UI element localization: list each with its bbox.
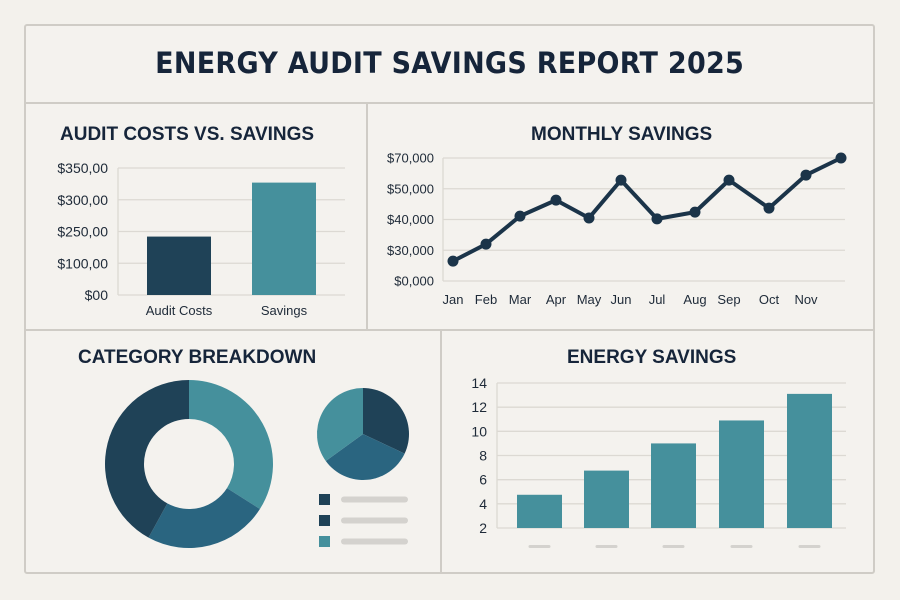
x-tick-label: Savings xyxy=(261,303,308,318)
x-tick-label-placeholder xyxy=(662,545,685,548)
series-line xyxy=(452,156,842,263)
y-tick-label: 10 xyxy=(471,423,487,439)
report-header: ENERGY AUDIT SAVINGS REPORT 2025 xyxy=(24,24,875,104)
data-point xyxy=(583,212,595,224)
data-point xyxy=(447,255,459,267)
legend-label-placeholder xyxy=(341,538,408,545)
bar xyxy=(584,470,629,528)
pie-slice xyxy=(189,380,274,510)
bar xyxy=(252,182,316,295)
x-tick-label: Audit Costs xyxy=(146,303,213,318)
x-tick-label: Jul xyxy=(649,292,666,307)
y-tick-label: 2 xyxy=(479,520,487,536)
category-legend xyxy=(319,494,408,547)
bar xyxy=(517,494,562,528)
bar xyxy=(147,236,211,295)
x-tick-label-placeholder xyxy=(595,545,618,548)
y-tick-label: 6 xyxy=(479,472,487,488)
data-point xyxy=(800,169,812,181)
legend-label-placeholder xyxy=(341,517,408,524)
divider-top-vertical xyxy=(366,104,368,330)
data-point xyxy=(514,210,526,222)
audit-costs-chart: $00 $100,00 $250,00 $300,00 $350,00 Audit Cos… xyxy=(57,160,345,318)
category-donut-chart xyxy=(105,380,274,548)
x-tick-label: Jan xyxy=(443,292,464,307)
report-title: ENERGY AUDIT SAVINGS REPORT 2025 xyxy=(155,46,744,80)
y-tick-label: $00 xyxy=(85,287,109,303)
x-tick-label: Sep xyxy=(717,292,740,307)
pie-slice xyxy=(148,488,260,548)
bar xyxy=(787,393,832,528)
monthly-savings-chart: $0,000 $30,000 $40,000 $50,000 $70,000 Jan Feb… xyxy=(387,151,847,307)
y-tick-label: $100,00 xyxy=(57,255,108,271)
data-point xyxy=(651,213,663,225)
audit-chart-title: AUDIT COSTS VS. SAVINGS xyxy=(60,124,315,145)
data-point xyxy=(689,206,701,218)
pie-slice xyxy=(325,434,405,480)
data-point xyxy=(723,174,735,186)
legend-swatch xyxy=(319,494,330,505)
x-tick-label: Aug xyxy=(683,292,706,307)
data-point xyxy=(480,238,492,250)
y-tick-label: 8 xyxy=(479,448,487,464)
energy-chart-title: ENERGY SAVINGS xyxy=(567,347,737,368)
y-tick-label: $250,00 xyxy=(57,224,108,240)
x-tick-label-placeholder xyxy=(528,545,551,548)
x-tick-label: Nov xyxy=(794,292,818,307)
divider-bottom-vertical xyxy=(440,331,442,574)
y-tick-label: 12 xyxy=(471,399,487,415)
energy-savings-chart: 2 4 6 8 10 12 14 xyxy=(471,375,846,548)
category-pie-chart xyxy=(317,388,409,480)
data-point xyxy=(763,202,775,214)
y-tick-label: $350,00 xyxy=(57,160,108,176)
data-point xyxy=(550,194,562,206)
x-tick-label: Jun xyxy=(611,292,632,307)
x-tick-label-placeholder xyxy=(730,545,753,548)
x-tick-label-placeholder xyxy=(798,545,821,548)
bar xyxy=(719,420,764,528)
legend-swatch xyxy=(319,515,330,526)
x-tick-label: Oct xyxy=(759,292,780,307)
divider-horizontal xyxy=(24,329,875,331)
bar xyxy=(651,443,696,528)
x-tick-label: Apr xyxy=(546,292,567,307)
y-tick-label: $50,000 xyxy=(387,181,434,196)
y-tick-label: 4 xyxy=(479,496,487,512)
y-tick-label: $70,000 xyxy=(387,151,434,166)
monthly-chart-title: MONTHLY SAVINGS xyxy=(531,124,713,145)
y-tick-label: 14 xyxy=(471,375,487,391)
pie-slice xyxy=(105,380,189,538)
data-point xyxy=(615,174,627,186)
legend-swatch xyxy=(319,536,330,547)
pie-slice xyxy=(317,388,363,462)
y-tick-label: $0,000 xyxy=(394,274,434,289)
category-chart-title: CATEGORY BREAKDOWN xyxy=(78,347,317,368)
x-tick-label: Feb xyxy=(475,292,497,307)
y-tick-label: $30,000 xyxy=(387,243,434,258)
y-tick-label: $40,000 xyxy=(387,212,434,227)
legend-label-placeholder xyxy=(341,496,408,503)
pie-slice xyxy=(363,388,409,454)
data-point xyxy=(835,152,847,164)
x-tick-label: Mar xyxy=(509,292,532,307)
x-tick-label: May xyxy=(577,292,602,307)
y-tick-label: $300,00 xyxy=(57,192,108,208)
